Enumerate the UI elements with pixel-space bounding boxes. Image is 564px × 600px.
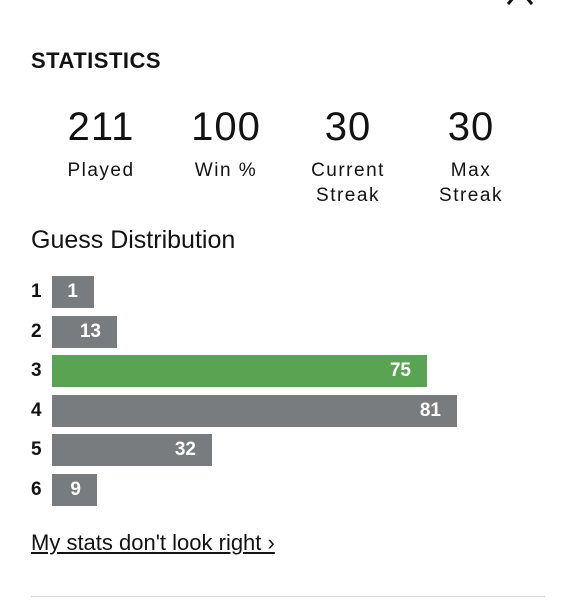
distribution-title: Guess Distribution — [31, 226, 236, 254]
stat-value: 211 — [67, 105, 135, 149]
modal-title: STATISTICS — [31, 48, 162, 73]
stat-value: 30 — [447, 105, 495, 149]
bar-count: 13 — [79, 320, 101, 342]
stat-item: 30 Current Streak — [293, 104, 403, 208]
guess-number: 6 — [31, 478, 42, 500]
distribution-bar: 1 — [52, 276, 94, 308]
bar-count: 1 — [67, 281, 78, 302]
stat-item: 211 Played — [46, 104, 156, 183]
stat-item: 30 Max Streak — [416, 104, 526, 208]
guess-number: 1 — [31, 281, 42, 302]
stat-value: 100 — [191, 105, 261, 149]
stat-label: Max Streak — [439, 160, 503, 206]
stat-item: 100 Win % — [171, 104, 281, 183]
stat-value: 30 — [324, 105, 372, 149]
stat-label: Current Streak — [311, 160, 385, 206]
distribution-bar: 9 — [52, 473, 97, 506]
distribution-bar: 81 — [52, 394, 457, 427]
stat-label: Played — [67, 160, 135, 181]
bar-count: 75 — [389, 360, 411, 381]
distribution-bar: 13 — [52, 315, 117, 348]
distribution-bar: 75 — [52, 355, 427, 387]
stat-label: Win % — [194, 160, 258, 181]
distribution-bar: 32 — [52, 434, 212, 466]
divider — [31, 596, 545, 597]
bar-count: 32 — [174, 439, 196, 460]
stats-help-link[interactable]: My stats don't look right › — [31, 530, 275, 555]
close-button[interactable] — [500, 0, 540, 8]
guess-number: 5 — [31, 439, 42, 460]
guess-number: 3 — [31, 360, 42, 381]
bar-count: 9 — [70, 478, 81, 500]
guess-number: 2 — [31, 320, 42, 342]
guess-number: 4 — [31, 399, 42, 421]
bar-count: 81 — [419, 399, 441, 421]
